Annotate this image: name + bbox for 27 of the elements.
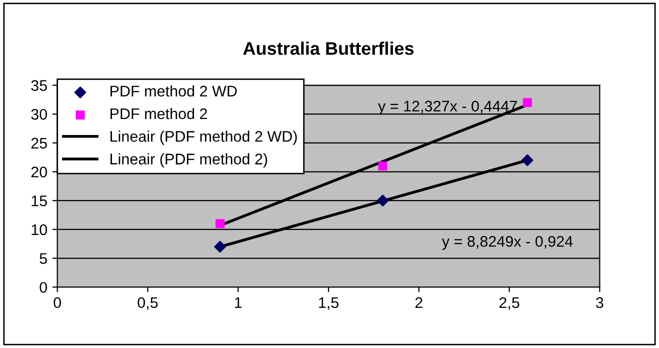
legend-label: PDF method 2 <box>110 108 208 120</box>
legend-label: PDF method 2 WD <box>110 85 237 97</box>
legend-label: Lineair (PDF method 2) <box>110 153 268 168</box>
y-tick-label: 25 <box>31 138 47 149</box>
point <box>378 161 388 170</box>
point <box>216 219 225 228</box>
x-tick-label: 1,5 <box>319 297 338 310</box>
y-tick-label: 15 <box>32 196 47 206</box>
y-tick-label: 20 <box>31 166 48 178</box>
y-tick-label: 35 <box>31 80 47 91</box>
annotation: y = 8,8249x - 0,924 <box>442 236 573 250</box>
legend-label: Lineair (PDF method 2 WD) <box>110 130 297 145</box>
x-tick-label: 0,5 <box>138 297 158 310</box>
y-tick-label: 10 <box>32 224 48 236</box>
x-tick-label: 2,5 <box>499 297 520 310</box>
y-tick-label: 0 <box>40 282 48 293</box>
x-tick-label: 0 <box>54 297 61 308</box>
x-tick-label: 1 <box>235 297 242 308</box>
y-tick-label: 30 <box>31 108 48 120</box>
chart-title: Australia Butterflies <box>243 42 414 55</box>
x-tick-label: 2 <box>415 297 422 308</box>
point <box>214 240 226 253</box>
point <box>522 98 532 108</box>
x-tick-label: 3 <box>596 297 604 308</box>
y-tick-label: 5 <box>40 253 47 264</box>
point <box>376 194 389 206</box>
point <box>521 154 534 166</box>
